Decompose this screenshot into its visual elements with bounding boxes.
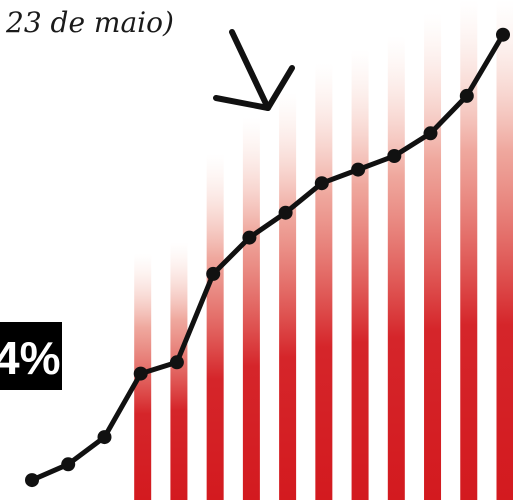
bars-layer xyxy=(134,0,513,500)
down-arrow-icon xyxy=(213,29,295,111)
bar xyxy=(460,0,478,500)
data-point xyxy=(496,27,510,42)
line-layer xyxy=(29,32,506,483)
data-point xyxy=(459,88,474,103)
percent-label-text: 4% xyxy=(0,332,60,384)
data-point xyxy=(314,176,329,191)
percent-label-bg xyxy=(0,322,62,390)
bar xyxy=(351,49,369,500)
points-layer xyxy=(25,27,510,488)
bar xyxy=(279,92,297,500)
percent-label: 4% xyxy=(0,322,62,390)
data-point xyxy=(423,126,438,141)
data-point xyxy=(278,205,293,220)
series-line xyxy=(29,32,506,483)
data-point xyxy=(61,457,76,472)
bar xyxy=(206,153,224,500)
data-point xyxy=(97,430,112,445)
data-point xyxy=(351,162,366,177)
chart-caption: 23 de maio) xyxy=(5,6,174,39)
data-point xyxy=(206,266,221,281)
data-point xyxy=(242,230,257,245)
bar xyxy=(242,117,260,500)
bar xyxy=(170,242,188,500)
bar xyxy=(424,13,442,500)
bar xyxy=(315,63,333,500)
data-point xyxy=(25,473,39,488)
data-point xyxy=(169,355,184,370)
data-point xyxy=(387,149,402,163)
data-point xyxy=(133,366,148,381)
bar xyxy=(387,36,405,500)
bar xyxy=(496,0,513,500)
